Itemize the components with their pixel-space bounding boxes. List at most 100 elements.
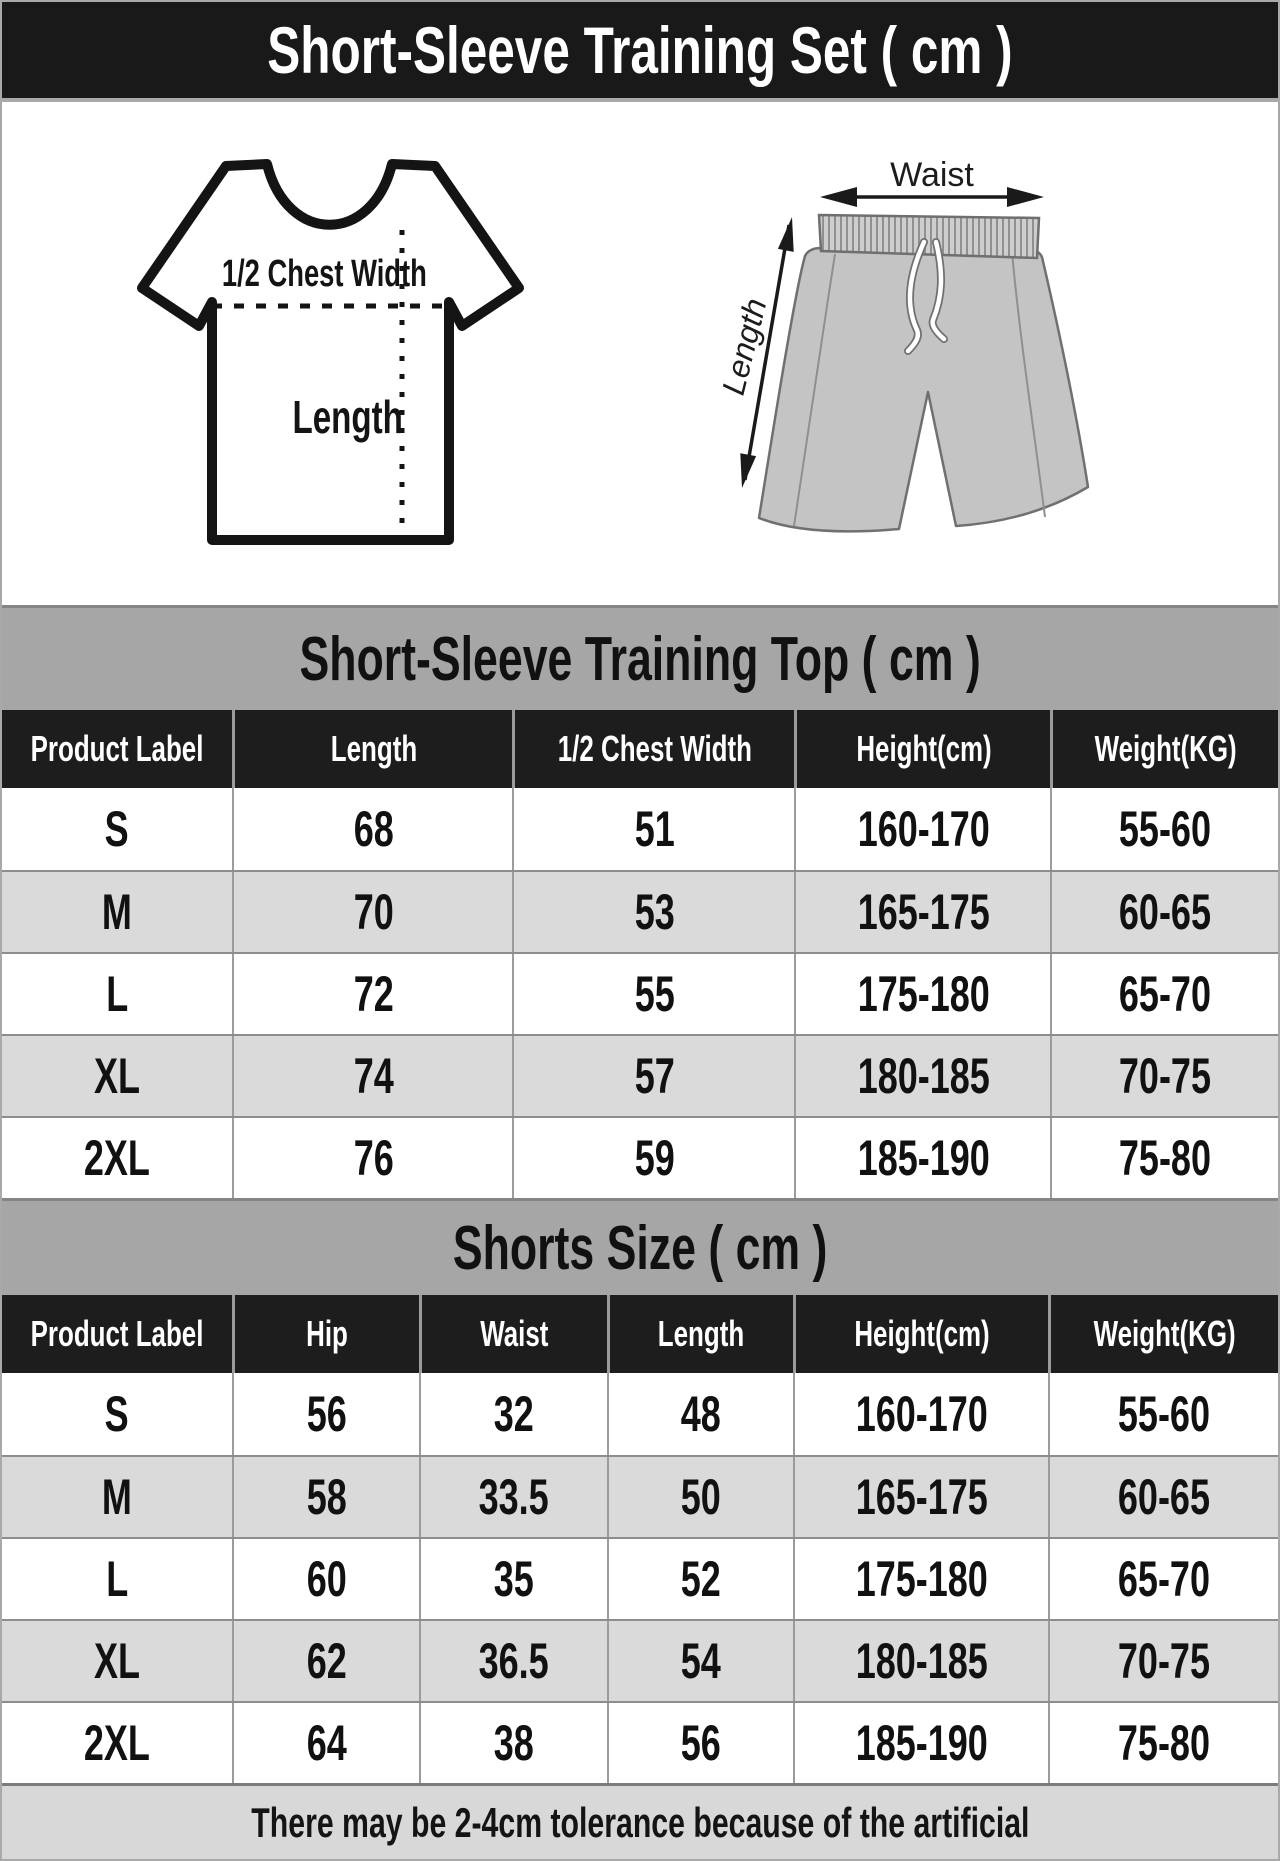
- table-cell: 68: [232, 788, 512, 870]
- table-cell: 64: [232, 1703, 419, 1783]
- table-row: M 70 53 165-175 60-65: [2, 870, 1278, 952]
- table-cell: 70: [232, 872, 512, 952]
- shorts-table-title: Shorts Size ( cm ): [452, 1213, 828, 1283]
- table-cell: 2XL: [84, 1130, 151, 1186]
- column-header: 1/2 Chest Width: [512, 710, 794, 788]
- table-cell: 54: [606, 1621, 793, 1701]
- table-row: S 56 32 48 160-170 55-60: [2, 1373, 1278, 1455]
- measurement-diagrams: 1/2 Chest Width Length Waist Length: [2, 102, 1278, 605]
- table-cell: 70-75: [1047, 1621, 1278, 1701]
- table-cell: 36.5: [419, 1621, 607, 1701]
- table-cell: 72: [232, 954, 512, 1034]
- table-cell: 51: [512, 788, 794, 870]
- table-cell: 38: [419, 1703, 607, 1783]
- tshirt-length-label: Length: [292, 391, 404, 443]
- table-cell: 160-170: [794, 788, 1050, 870]
- main-title-bar: Short-Sleeve Training Set ( cm ): [2, 2, 1278, 102]
- table-cell: 57: [512, 1036, 794, 1116]
- table-row: XL 62 36.5 54 180-185 70-75: [2, 1619, 1278, 1701]
- tshirt-chest-width-label: 1/2 Chest Width: [221, 253, 427, 295]
- page-title: Short-Sleeve Training Set ( cm ): [267, 13, 1013, 87]
- shorts-left-seam: [793, 253, 836, 527]
- table-cell: 56: [606, 1703, 793, 1783]
- table-cell: 180-185: [793, 1621, 1048, 1701]
- tshirt-diagram: [137, 159, 524, 545]
- table-cell: 65-70: [1050, 954, 1278, 1034]
- shorts-diagram: [740, 187, 1090, 533]
- table-cell: 160-170: [793, 1373, 1048, 1455]
- table-cell: 2XL: [84, 1715, 151, 1771]
- table-row: S 68 51 160-170 55-60: [2, 788, 1278, 870]
- tolerance-note-bar: There may be 2-4cm tolerance because of …: [2, 1783, 1278, 1859]
- top-table-title-band: Short-Sleeve Training Top ( cm ): [2, 605, 1278, 710]
- table-cell: L: [106, 966, 129, 1022]
- table-cell: 59: [512, 1118, 794, 1198]
- table-row: XL 74 57 180-185 70-75: [2, 1034, 1278, 1116]
- table-cell: 50: [606, 1457, 793, 1537]
- table-cell: 65-70: [1047, 1539, 1278, 1619]
- table-cell: L: [106, 1551, 129, 1607]
- table-cell: 180-185: [794, 1036, 1050, 1116]
- shorts-table-body: S 56 32 48 160-170 55-60 M 58 33.5 50 165-175 60-65…: [2, 1373, 1278, 1783]
- table-row: L 60 35 52 175-180 65-70: [2, 1537, 1278, 1619]
- drawstring: [904, 238, 948, 355]
- waist-arrow: [820, 187, 1044, 207]
- table-cell: 60-65: [1047, 1457, 1278, 1537]
- table-cell: 58: [232, 1457, 419, 1537]
- table-cell: M: [102, 1469, 133, 1525]
- table-cell: S: [105, 801, 130, 857]
- shorts-right-seam: [1011, 251, 1046, 518]
- table-cell: 33.5: [419, 1457, 607, 1537]
- shorts-table-title-band: Shorts Size ( cm ): [2, 1198, 1278, 1295]
- table-cell: 62: [232, 1621, 419, 1701]
- shorts-body: [757, 246, 1090, 533]
- length-arrow: [740, 217, 794, 488]
- column-header: Waist: [419, 1295, 607, 1373]
- column-header: Length: [606, 1295, 793, 1373]
- table-cell: 74: [232, 1036, 512, 1116]
- table-cell: 55-60: [1050, 788, 1278, 870]
- table-cell: 32: [419, 1373, 607, 1455]
- table-cell: 52: [606, 1539, 793, 1619]
- column-header: Length: [232, 710, 512, 788]
- top-table-body: S 68 51 160-170 55-60 M 70 53 165-175 60-65 L 72 55 1…: [2, 788, 1278, 1198]
- column-header: Weight(KG): [1050, 710, 1278, 788]
- table-cell: 60: [232, 1539, 419, 1619]
- top-table-title: Short-Sleeve Training Top ( cm ): [299, 624, 981, 694]
- column-header: Product Label: [30, 728, 204, 769]
- table-cell: S: [105, 1386, 130, 1442]
- table-cell: 165-175: [793, 1457, 1048, 1537]
- table-cell: XL: [94, 1048, 141, 1104]
- tolerance-note: There may be 2-4cm tolerance because of …: [250, 1798, 1030, 1846]
- shorts-waistband: [817, 213, 1041, 260]
- table-row: L 72 55 175-180 65-70: [2, 952, 1278, 1034]
- table-cell: M: [102, 884, 133, 940]
- table-cell: 60-65: [1050, 872, 1278, 952]
- table-cell: 55: [512, 954, 794, 1034]
- table-cell: 185-190: [793, 1703, 1048, 1783]
- table-cell: 55-60: [1047, 1373, 1278, 1455]
- table-cell: 165-175: [794, 872, 1050, 952]
- table-cell: 56: [232, 1373, 419, 1455]
- table-cell: 48: [606, 1373, 793, 1455]
- table-cell: 75-80: [1050, 1118, 1278, 1198]
- table-row: 2XL 76 59 185-190 75-80: [2, 1116, 1278, 1198]
- table-cell: 185-190: [794, 1118, 1050, 1198]
- top-table-header-row: Product Label Length 1/2 Chest Width Height…: [2, 710, 1278, 788]
- column-header: Product Label: [30, 1313, 204, 1354]
- table-cell: 175-180: [793, 1539, 1048, 1619]
- table-cell: XL: [94, 1633, 141, 1689]
- shorts-waist-label: Waist: [890, 156, 974, 194]
- table-cell: 70-75: [1050, 1036, 1278, 1116]
- column-header: Hip: [232, 1295, 419, 1373]
- shorts-table-header-row: Product Label Hip Waist Length Height(cm) Wei…: [2, 1295, 1278, 1373]
- column-header: Height(cm): [794, 710, 1050, 788]
- table-cell: 76: [232, 1118, 512, 1198]
- table-row: 2XL 64 38 56 185-190 75-80: [2, 1701, 1278, 1783]
- table-cell: 75-80: [1047, 1703, 1278, 1783]
- table-cell: 35: [419, 1539, 607, 1619]
- table-cell: 175-180: [794, 954, 1050, 1034]
- table-cell: 53: [512, 872, 794, 952]
- column-header: Weight(KG): [1047, 1295, 1278, 1373]
